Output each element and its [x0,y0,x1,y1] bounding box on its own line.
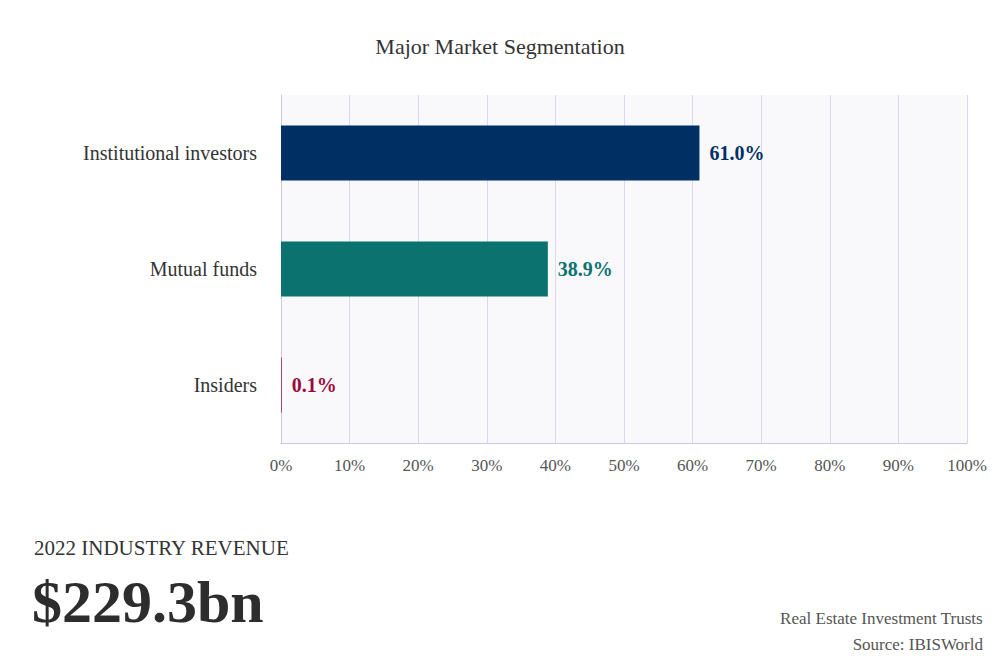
svg-text:60%: 60% [677,456,708,475]
svg-text:61.0%: 61.0% [709,142,764,164]
svg-text:70%: 70% [746,456,777,475]
svg-text:38.9%: 38.9% [558,258,613,280]
svg-text:Real Estate Investment Trusts: Real Estate Investment Trusts [780,609,983,628]
svg-text:Insiders: Insiders [194,374,258,396]
svg-text:20%: 20% [403,456,434,475]
svg-text:10%: 10% [334,456,365,475]
svg-text:$229.3bn: $229.3bn [32,569,264,635]
svg-text:30%: 30% [471,456,502,475]
svg-text:0.1%: 0.1% [292,374,337,396]
svg-text:Mutual funds: Mutual funds [150,258,257,280]
svg-text:80%: 80% [814,456,845,475]
svg-text:Institutional investors: Institutional investors [83,142,257,164]
svg-text:100%: 100% [947,456,987,475]
svg-text:0%: 0% [270,456,293,475]
svg-text:90%: 90% [883,456,914,475]
svg-text:Major Market Segmentation: Major Market Segmentation [375,34,624,59]
svg-text:50%: 50% [608,456,639,475]
svg-text:2022 INDUSTRY REVENUE: 2022 INDUSTRY REVENUE [34,536,289,560]
svg-text:Source: IBISWorld: Source: IBISWorld [853,635,984,654]
svg-text:40%: 40% [540,456,571,475]
